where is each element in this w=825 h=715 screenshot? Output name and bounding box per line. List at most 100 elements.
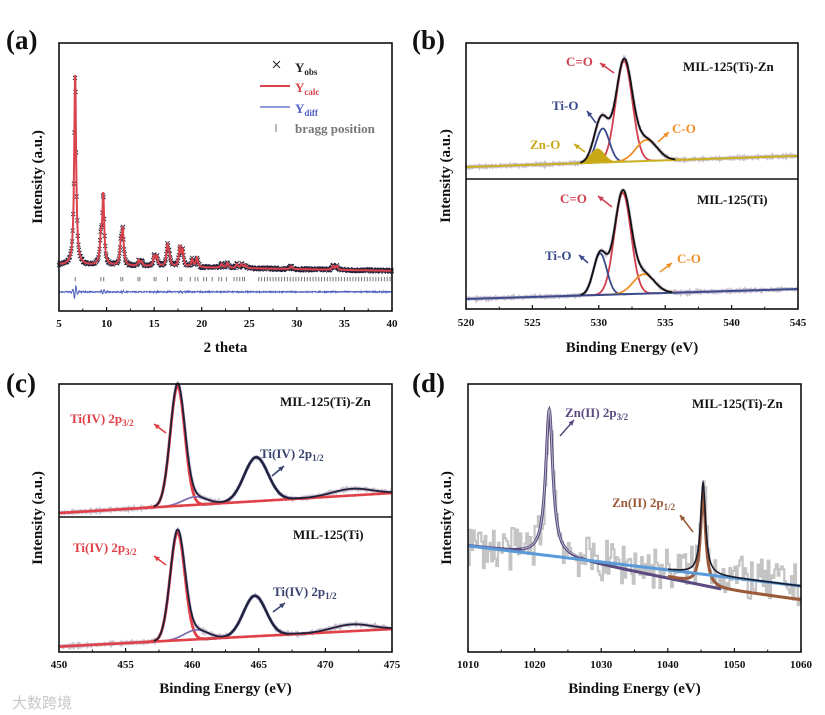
sample-name: MIL-125(Ti): [293, 527, 364, 542]
series-ydiff: [58, 284, 392, 300]
y-axis-title: Intensity (a.u.): [30, 471, 46, 565]
panel-label-text: (b): [412, 25, 445, 55]
envelope-fit: [580, 57, 676, 164]
peak-label: Ti(IV) 2p1/2: [273, 584, 337, 601]
peak-arrow-head: [680, 515, 686, 521]
panel-d: (d) Intensity (a.u.) Binding Energy (eV) 10…: [412, 368, 813, 697]
background-line: [466, 154, 798, 168]
x-tick-label: 1010: [457, 659, 480, 671]
panel-label: (d): [412, 368, 445, 398]
y-axis-title-text: Intensity (a.u.): [30, 130, 46, 224]
envelope-fit: [521, 408, 582, 558]
x-tick-label: 1030: [590, 659, 613, 671]
plot-frame: [467, 383, 802, 653]
legend-entry-subscript: calc: [304, 87, 319, 97]
panel-label-text: (d): [412, 368, 445, 398]
x-tick-label: 450: [51, 659, 68, 671]
envelope-fit: [580, 189, 673, 296]
x-tick-label: 5: [56, 318, 62, 330]
x-tick-label-text: 450: [51, 659, 68, 671]
x-tick-label-text: 540: [723, 317, 740, 329]
x-tick-label: 460: [184, 659, 201, 671]
legend-entry-subscript: diff: [304, 108, 319, 118]
peak-arrow-head: [579, 255, 585, 261]
peak-label-subscript: 3/2: [122, 418, 134, 428]
x-tick-label-text: 1060: [790, 659, 813, 671]
peak-label: Ti(IV) 2p3/2: [73, 540, 137, 557]
x-tick-label-text: 10: [101, 318, 113, 330]
x-tick-label-text: 465: [251, 659, 268, 671]
envelope-fit: [153, 528, 392, 642]
sample-name-text: MIL-125(Ti): [293, 527, 364, 542]
x-tick-label: 1020: [524, 659, 547, 671]
x-tick-label: 540: [723, 317, 740, 329]
peak-arrow-head: [568, 420, 574, 426]
sample-name-text: MIL-125(Ti)-Zn: [692, 396, 784, 411]
background-line: [59, 627, 393, 648]
x-tick-label: 10: [101, 318, 113, 330]
legend-entry-text: Y: [295, 60, 305, 75]
x-tick-label-text: 35: [339, 318, 351, 330]
x-tick-label: 30: [291, 318, 303, 330]
plot-frame: [465, 42, 799, 310]
envelope-fit: [153, 382, 393, 508]
sample-name: MIL-125(Ti)-Zn: [280, 394, 372, 409]
x-tick-label-text: 5: [56, 318, 62, 330]
component-c-o: [586, 60, 661, 164]
x-tick-label: 1040: [657, 659, 680, 671]
legend-yobs-marker: [272, 60, 281, 69]
component-zn-2p1-2: [667, 487, 802, 602]
x-tick-label: 1050: [723, 659, 746, 671]
component-c-o: [585, 191, 660, 297]
x-tick-label: 530: [591, 317, 608, 329]
x-tick-label: 40: [387, 318, 399, 330]
peak-arrow-head: [574, 144, 580, 150]
peak-label: Ti(IV) 2p1/2: [260, 446, 324, 463]
x-tick-label-text: 1040: [657, 659, 680, 671]
x-tick-label-text: 530: [591, 317, 608, 329]
x-tick-label-text: 40: [387, 318, 399, 330]
x-axis-title-text: 2 theta: [204, 340, 248, 356]
peak-label: Zn(II) 2p3/2: [565, 405, 629, 422]
peak-label-text: Ti(IV) 2p: [70, 411, 122, 426]
peak-arrow-head: [598, 196, 604, 202]
sample-name-text: MIL-125(Ti)-Zn: [683, 59, 775, 74]
x-axis-title-text: Binding Energy (eV): [568, 681, 701, 697]
x-tick-label-text: 1030: [590, 659, 613, 671]
legend-entry-text: bragg position: [295, 121, 376, 136]
x-tick-label: 25: [244, 318, 256, 330]
series-ycalc: [59, 74, 392, 272]
peak-label-subscript: 1/2: [312, 453, 324, 463]
peak-label: C=O: [560, 191, 587, 206]
x-tick-label: 35: [339, 318, 351, 330]
subplot-upper: MIL-125(Ti)-Zn C=O Ti-O Zn-O C-O: [464, 54, 800, 171]
peak-label-text: C-O: [677, 251, 701, 266]
peak-label: Zn-O: [530, 137, 560, 152]
peak-label: Ti(IV) 2p3/2: [70, 411, 134, 428]
component-ti-iv-2p: [202, 455, 310, 506]
peak-label-text: Zn(II) 2p: [565, 405, 617, 420]
x-tick-label-text: 1050: [723, 659, 746, 671]
peak-label: C-O: [677, 251, 701, 266]
peak-label-text: Ti(IV) 2p: [273, 584, 325, 599]
x-axis-title: Binding Energy (eV): [568, 681, 701, 697]
peak-arrow-head: [663, 132, 669, 138]
x-tick-label-text: 545: [790, 317, 807, 329]
panel-label-text: (c): [6, 368, 36, 398]
x-tick-label-text: 25: [244, 318, 256, 330]
peak-label-text: Ti-O: [552, 98, 579, 113]
component-ti-iv-2p: [144, 531, 211, 644]
y-axis-title: Intensity (a.u.): [439, 471, 455, 565]
x-tick-label-text: 15: [149, 318, 161, 330]
y-axis-title-text: Intensity (a.u.): [438, 129, 454, 223]
y-axis-title-text: Intensity (a.u.): [439, 471, 455, 565]
peak-label-subscript: 3/2: [125, 547, 137, 557]
peak-label-text: Ti-O: [545, 248, 572, 263]
x-tick-label-text: 30: [291, 318, 303, 330]
envelope-fit: [668, 479, 801, 587]
background-line: [466, 288, 798, 300]
peak-label-subscript: 3/2: [617, 412, 629, 422]
legend-entry-text: Y: [295, 80, 305, 95]
x-tick-label: 520: [458, 317, 475, 329]
